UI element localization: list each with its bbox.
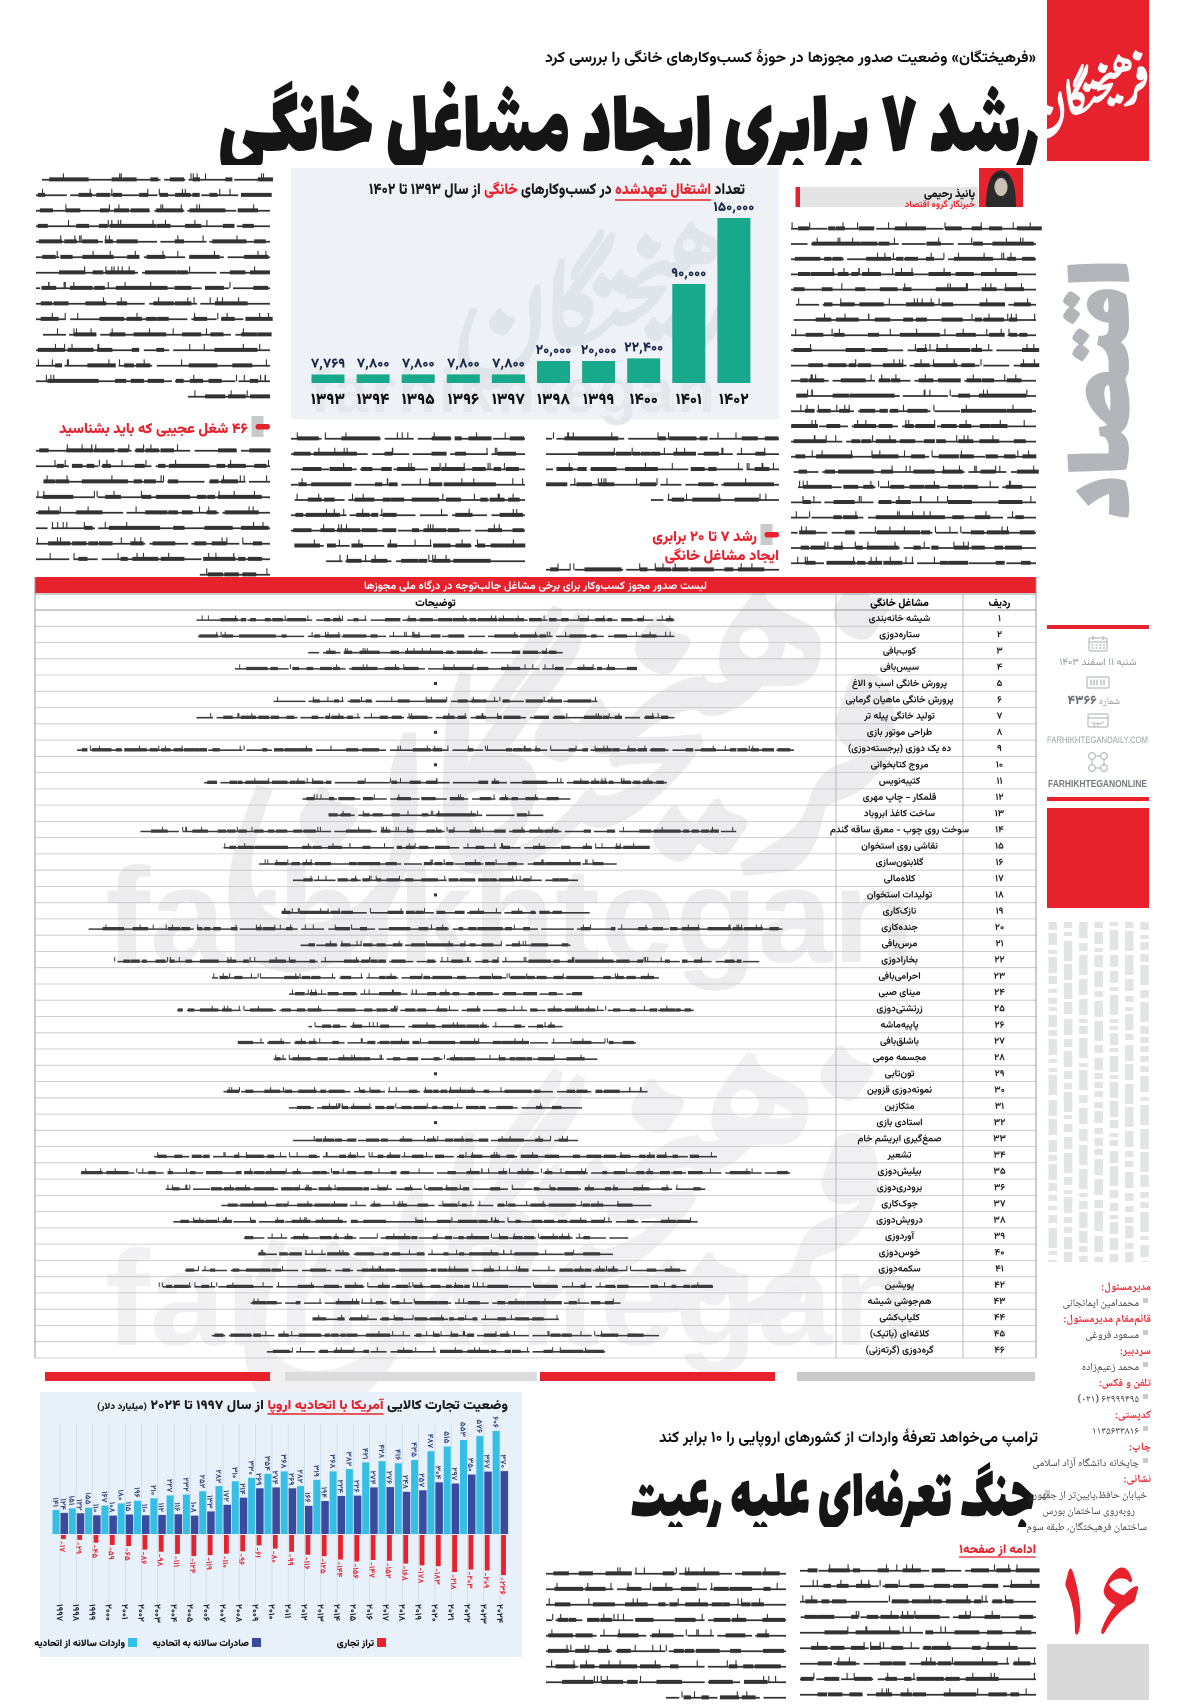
svg-text:FARHIKHTEGANDAILY.COM: FARHIKHTEGANDAILY.COM (1047, 735, 1148, 746)
svg-text:farhikhtegan: farhikhtegan (105, 1223, 915, 1374)
svg-text:FARHIKHTEGANONLINE: FARHIKHTEGANONLINE (1048, 779, 1147, 790)
